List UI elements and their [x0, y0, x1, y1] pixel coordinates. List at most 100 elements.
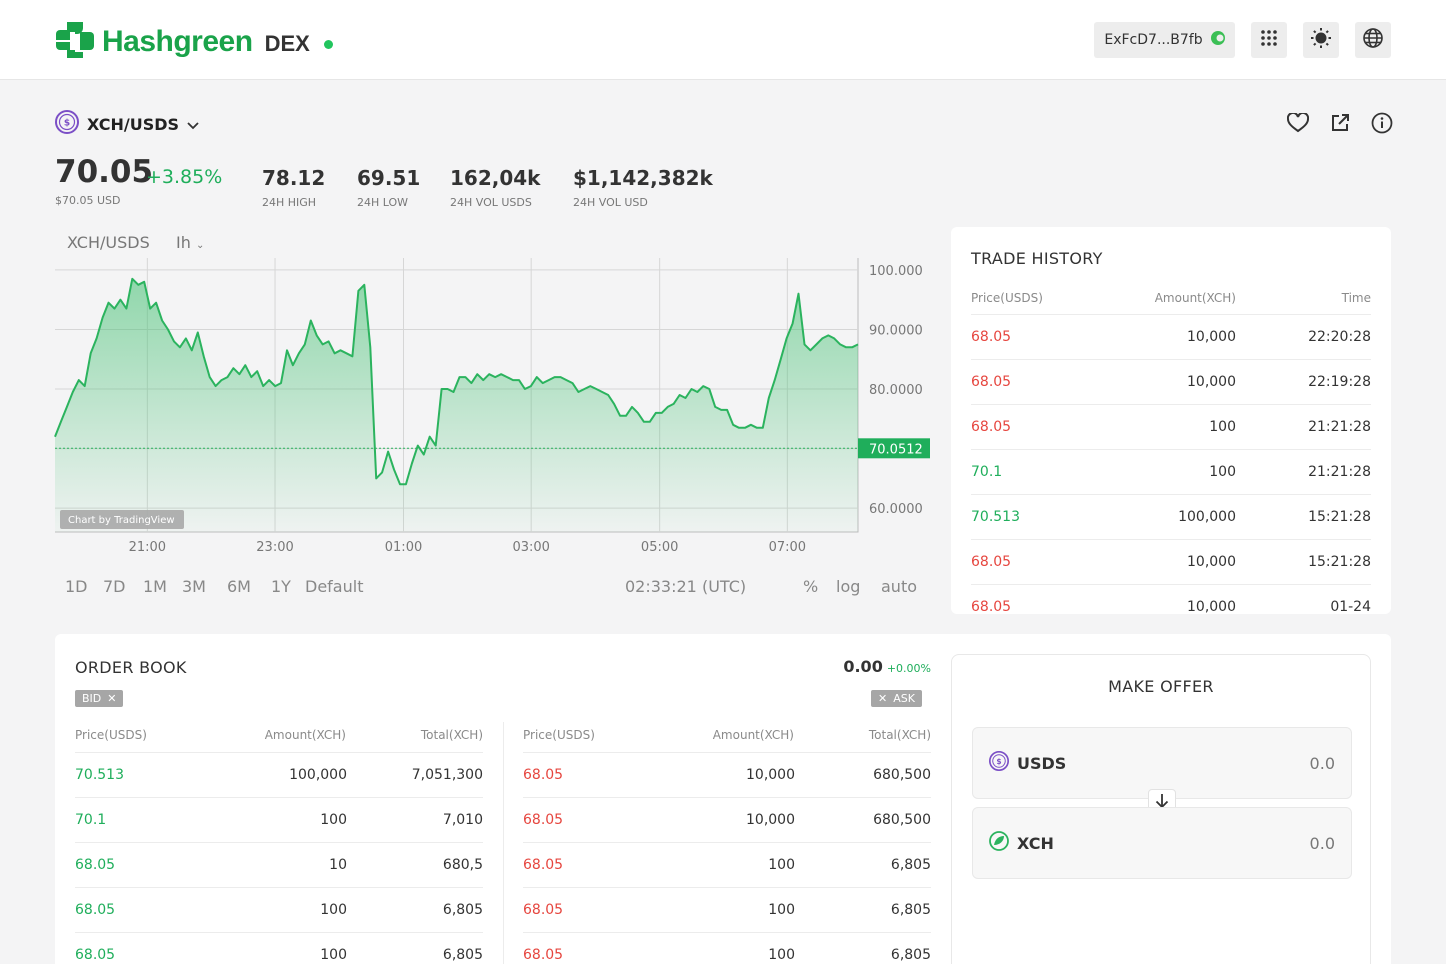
bid-row[interactable]: 68.05 100 6,805: [75, 887, 483, 932]
ask-col-price: Price(USDS): [523, 728, 595, 742]
trade-price: 68.05: [971, 374, 1012, 390]
order-price: 68.05: [75, 947, 116, 963]
order-book-divider: [503, 722, 504, 964]
percent-scale-toggle[interactable]: %: [803, 577, 819, 596]
stat-label: 24H VOL USD: [573, 196, 648, 209]
sun-icon: [1310, 27, 1332, 53]
order-total: 680,5: [442, 857, 483, 873]
chevron-down-icon: ⌄: [195, 240, 205, 251]
order-price: 70.513: [75, 767, 124, 783]
range-3m[interactable]: 3M: [182, 577, 206, 596]
trade-price: 70.513: [971, 509, 1020, 525]
range-1d[interactable]: 1D: [65, 577, 88, 596]
y-tick-label: 90.0000: [869, 323, 923, 338]
current-price-tag: 70.0512: [858, 438, 930, 459]
watermark-text: Chart by TradingView: [68, 515, 175, 526]
ask-row[interactable]: 68.05 100 6,805: [523, 887, 931, 932]
trade-time: 22:20:28: [1308, 329, 1371, 345]
connection-status-dot: [323, 39, 333, 49]
trade-time: 22:19:28: [1308, 374, 1371, 390]
trade-price: 68.05: [971, 599, 1012, 614]
trade-time: 15:21:28: [1308, 509, 1371, 525]
svg-text:$: $: [996, 757, 1001, 766]
brand-product: DEX: [264, 31, 310, 56]
stat-value: 69.51: [357, 166, 421, 190]
trade-history-row: 68.05 10,000 22:19:28: [971, 359, 1371, 404]
trade-history-panel: TRADE HISTORY Price(USDS) Amount(XCH) Ti…: [951, 227, 1391, 614]
x-tick-label: 01:00: [385, 540, 422, 555]
order-price: 68.05: [523, 767, 564, 783]
y-tick-label: 100.000: [869, 264, 923, 279]
order-amount: 100: [320, 812, 347, 828]
trade-amount: 10,000: [1187, 374, 1236, 390]
svg-text:$: $: [64, 119, 70, 129]
pair-symbol: XCH/USDS: [87, 114, 180, 134]
stat-24h-vol-usds: 162,04k 24H VOL USDS: [450, 166, 540, 209]
order-amount: 100: [768, 857, 795, 873]
order-book-last-price: 0.00: [843, 657, 883, 676]
stat-label: 24H HIGH: [262, 196, 317, 209]
ask-row[interactable]: 68.05 10,000 680,500: [523, 752, 931, 797]
close-icon[interactable]: ✕: [878, 692, 888, 705]
range-1y[interactable]: 1Y: [271, 577, 291, 596]
make-offer-title: MAKE OFFER: [1108, 677, 1214, 696]
ask-row[interactable]: 68.05 100 6,805: [523, 932, 931, 964]
order-book-last-change: +0.00%: [886, 662, 931, 675]
chevron-down-icon: [187, 115, 199, 134]
log-scale-toggle[interactable]: log: [836, 577, 861, 596]
external-link-icon[interactable]: [1328, 111, 1352, 135]
close-icon[interactable]: ✕: [107, 692, 117, 705]
chart-interval-label: Ih: [176, 233, 191, 252]
stat-24h-vol-usd: $1,142,382k 24H VOL USD: [573, 166, 713, 209]
y-tick-label: 60.0000: [869, 502, 923, 517]
ask-row[interactable]: 68.05 10,000 680,500: [523, 797, 931, 842]
language-button[interactable]: [1355, 22, 1391, 58]
chart-symbol: XCH/USDS: [67, 233, 150, 252]
order-total: 6,805: [442, 947, 483, 963]
heart-icon[interactable]: [1286, 111, 1310, 135]
range-default[interactable]: Default: [305, 577, 364, 596]
bid-row[interactable]: 68.05 100 6,805: [75, 932, 483, 964]
offer-to-value[interactable]: 0.0: [1309, 833, 1335, 853]
offer-from-value[interactable]: 0.0: [1309, 753, 1335, 773]
offer-to-field[interactable]: XCH 0.0: [972, 807, 1352, 879]
auto-scale-toggle[interactable]: auto: [881, 577, 918, 596]
brand-logo[interactable]: Hashgreen DEX: [54, 20, 333, 64]
bid-row[interactable]: 70.513 100,000 7,051,300: [75, 752, 483, 797]
current-price-label: 70.0512: [869, 442, 923, 457]
ask-tag-label: ASK: [893, 692, 915, 705]
theme-toggle-button[interactable]: [1303, 22, 1339, 58]
info-icon[interactable]: [1370, 111, 1394, 135]
col-amount: Amount(XCH): [1154, 291, 1236, 305]
stat-value: 78.12: [262, 166, 326, 190]
range-7d[interactable]: 7D: [103, 577, 126, 596]
globe-icon: [1362, 27, 1384, 53]
wallet-button[interactable]: ExFcD7...B7fb: [1094, 22, 1235, 58]
price-chart[interactable]: 100.00090.000080.000070.000060.000021:00…: [0, 250, 940, 560]
trade-amount: 100,000: [1178, 509, 1236, 525]
ask-filter-tag[interactable]: ✕ ASK: [871, 690, 922, 707]
bid-tag-label: BID: [82, 692, 102, 705]
chart-interval-select[interactable]: Ih ⌄: [176, 233, 204, 252]
trade-history-row: 68.05 100 21:21:28: [971, 404, 1371, 449]
stat-value: 162,04k: [450, 166, 541, 190]
order-total: 6,805: [890, 857, 931, 873]
apps-button[interactable]: [1251, 22, 1287, 58]
bid-row[interactable]: 70.1 100 7,010: [75, 797, 483, 842]
bid-filter-tag[interactable]: BID ✕: [75, 690, 124, 707]
x-tick-label: 05:00: [641, 540, 678, 555]
trade-time: 15:21:28: [1308, 554, 1371, 570]
offer-from-field[interactable]: $ USDS 0.0: [972, 727, 1352, 799]
bid-row[interactable]: 68.05 10 680,5: [75, 842, 483, 887]
trade-price: 68.05: [971, 419, 1012, 435]
stat-value: $1,142,382k: [573, 166, 713, 190]
col-time: Time: [1341, 291, 1371, 305]
pair-selector[interactable]: $ XCH/USDS: [55, 110, 199, 138]
order-amount: 10,000: [746, 812, 795, 828]
range-6m[interactable]: 6M: [227, 577, 251, 596]
range-1m[interactable]: 1M: [143, 577, 167, 596]
order-amount: 100: [768, 902, 795, 918]
stat-label: 24H VOL USDS: [450, 196, 532, 209]
brand-name: Hashgreen: [102, 25, 253, 58]
ask-row[interactable]: 68.05 100 6,805: [523, 842, 931, 887]
